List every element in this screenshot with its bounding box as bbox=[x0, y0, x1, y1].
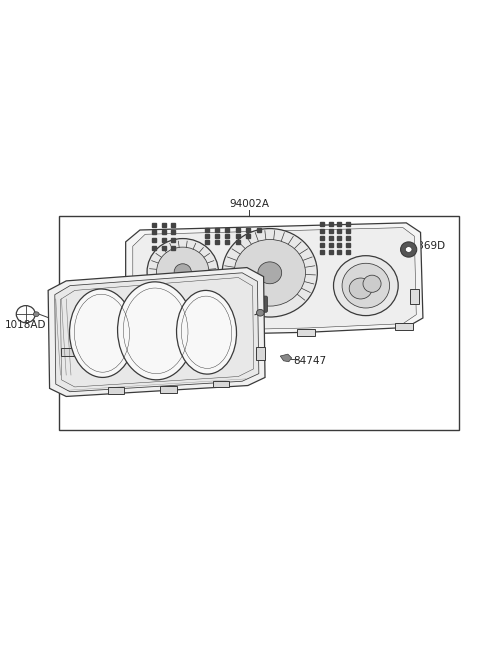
Bar bbox=[108, 387, 124, 394]
Bar bbox=[160, 386, 177, 393]
Polygon shape bbox=[126, 223, 423, 333]
Polygon shape bbox=[55, 272, 259, 392]
Ellipse shape bbox=[234, 240, 305, 306]
Polygon shape bbox=[48, 268, 265, 396]
Bar bbox=[213, 381, 229, 387]
Text: 94360B: 94360B bbox=[127, 267, 167, 276]
Ellipse shape bbox=[342, 263, 390, 308]
Ellipse shape bbox=[174, 264, 192, 280]
Ellipse shape bbox=[349, 278, 372, 299]
Bar bbox=[60, 348, 75, 356]
Text: 94363A: 94363A bbox=[107, 366, 147, 376]
Ellipse shape bbox=[222, 229, 317, 317]
Polygon shape bbox=[133, 228, 416, 329]
Ellipse shape bbox=[177, 290, 237, 374]
Ellipse shape bbox=[118, 282, 194, 380]
Ellipse shape bbox=[405, 247, 412, 252]
Bar bbox=[214, 329, 232, 335]
Bar bbox=[133, 312, 152, 320]
Bar bbox=[409, 290, 419, 304]
Bar bbox=[256, 347, 264, 360]
Text: 1018AD: 1018AD bbox=[4, 320, 46, 330]
Ellipse shape bbox=[256, 309, 264, 316]
Ellipse shape bbox=[156, 247, 209, 297]
Bar bbox=[59, 215, 458, 430]
Text: 94369D: 94369D bbox=[405, 240, 446, 251]
Polygon shape bbox=[280, 354, 292, 362]
FancyBboxPatch shape bbox=[229, 296, 267, 312]
Ellipse shape bbox=[363, 275, 381, 292]
Ellipse shape bbox=[147, 238, 218, 305]
Ellipse shape bbox=[401, 242, 417, 257]
Text: 84747: 84747 bbox=[293, 356, 326, 365]
Ellipse shape bbox=[334, 255, 398, 316]
Bar bbox=[298, 329, 315, 335]
Bar bbox=[395, 323, 413, 330]
Ellipse shape bbox=[70, 289, 134, 377]
Text: 94002A: 94002A bbox=[229, 199, 269, 209]
Ellipse shape bbox=[258, 262, 282, 284]
Ellipse shape bbox=[34, 312, 39, 316]
